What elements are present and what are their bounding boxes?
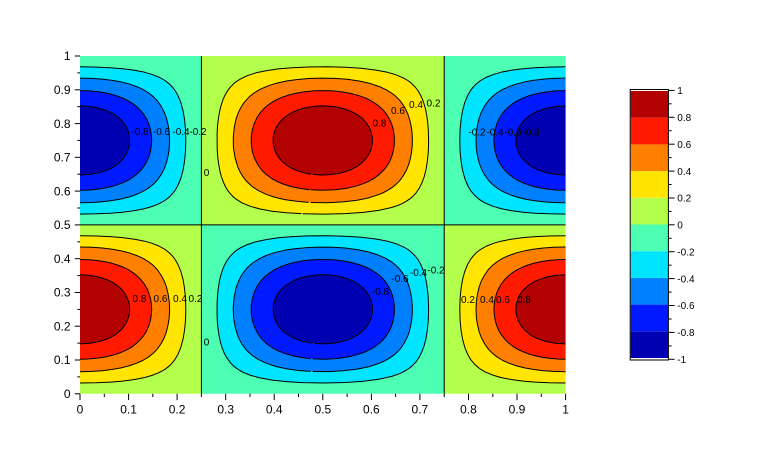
svg-text:-0.8: -0.8	[522, 128, 540, 139]
svg-text:-0.4: -0.4	[410, 268, 428, 279]
svg-text:0.8: 0.8	[517, 295, 531, 306]
svg-text:0.7: 0.7	[54, 151, 71, 165]
svg-text:-0.8: -0.8	[372, 287, 390, 298]
svg-text:0.2: 0.2	[461, 295, 475, 306]
svg-text:0.6: 0.6	[154, 294, 168, 305]
svg-text:0: 0	[204, 338, 210, 349]
svg-text:0.5: 0.5	[54, 218, 71, 232]
svg-text:0.9: 0.9	[509, 402, 526, 416]
svg-text:0.3: 0.3	[54, 286, 71, 300]
svg-text:0.3: 0.3	[217, 402, 234, 416]
svg-text:-0.2: -0.2	[468, 128, 486, 139]
svg-text:-0.4: -0.4	[486, 128, 504, 139]
svg-text:0.4: 0.4	[54, 252, 71, 266]
svg-text:0.5: 0.5	[314, 402, 331, 416]
svg-text:0.8: 0.8	[133, 294, 147, 305]
svg-text:0.6: 0.6	[677, 140, 691, 151]
svg-text:0.2: 0.2	[427, 99, 441, 110]
svg-text:0.1: 0.1	[54, 353, 71, 367]
svg-text:0: 0	[204, 168, 210, 179]
svg-text:0: 0	[64, 387, 71, 401]
svg-text:0.1: 0.1	[120, 402, 137, 416]
svg-text:0.2: 0.2	[189, 294, 203, 305]
svg-text:0.6: 0.6	[391, 106, 405, 117]
svg-text:-0.2: -0.2	[189, 127, 207, 138]
svg-text:-1: -1	[677, 355, 686, 366]
svg-text:0.8: 0.8	[373, 119, 387, 130]
svg-text:0.8: 0.8	[54, 117, 71, 131]
svg-text:0.4: 0.4	[677, 167, 691, 178]
svg-text:0: 0	[677, 221, 683, 232]
svg-text:0.4: 0.4	[173, 294, 187, 305]
svg-text:1: 1	[677, 86, 683, 97]
svg-text:0.6: 0.6	[496, 295, 510, 306]
svg-text:0.8: 0.8	[460, 402, 477, 416]
svg-text:1: 1	[64, 49, 71, 63]
svg-text:0.8: 0.8	[677, 113, 691, 124]
svg-text:0.6: 0.6	[54, 184, 71, 198]
svg-text:0.2: 0.2	[54, 319, 71, 333]
svg-text:-0.8: -0.8	[131, 127, 149, 138]
svg-text:0.4: 0.4	[266, 402, 283, 416]
svg-text:-0.6: -0.6	[153, 127, 171, 138]
svg-text:-0.8: -0.8	[677, 328, 695, 339]
svg-text:-0.2: -0.2	[677, 247, 695, 258]
svg-text:0.7: 0.7	[412, 402, 429, 416]
svg-text:0.2: 0.2	[677, 194, 691, 205]
svg-text:-0.4: -0.4	[677, 274, 695, 285]
svg-text:-0.2: -0.2	[427, 266, 445, 277]
svg-text:-0.6: -0.6	[504, 128, 522, 139]
svg-text:-0.6: -0.6	[391, 274, 409, 285]
svg-text:0.6: 0.6	[363, 402, 380, 416]
svg-text:1: 1	[562, 402, 569, 416]
svg-text:-0.6: -0.6	[677, 301, 695, 312]
svg-text:-0.4: -0.4	[172, 127, 190, 138]
svg-text:0.9: 0.9	[54, 83, 71, 97]
svg-text:0.4: 0.4	[409, 100, 423, 111]
svg-text:0: 0	[77, 402, 84, 416]
svg-text:0.2: 0.2	[169, 402, 186, 416]
svg-text:0.4: 0.4	[480, 295, 494, 306]
